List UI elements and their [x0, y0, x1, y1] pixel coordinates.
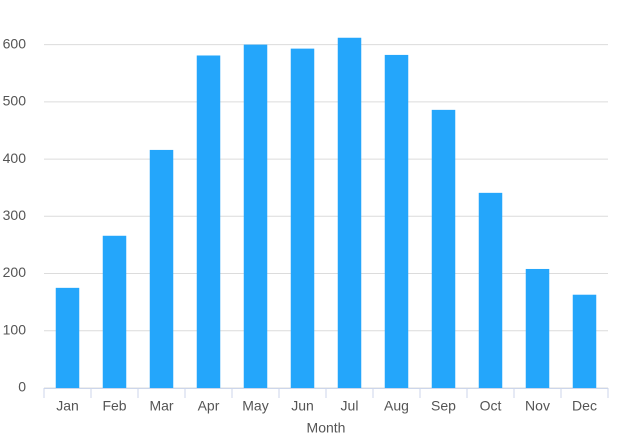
x-tick-label: Jul [341, 398, 359, 414]
bar [55, 287, 80, 388]
x-tick-label: Aug [384, 398, 409, 414]
x-tick-label: Feb [102, 398, 126, 414]
x-tick-label: Sep [431, 398, 456, 414]
bar [337, 37, 362, 389]
bar [572, 294, 597, 388]
y-tick-label: 100 [3, 321, 27, 337]
x-tick-label: Mar [149, 398, 173, 414]
bar [196, 55, 221, 389]
y-tick-label: 400 [3, 150, 27, 166]
bar [290, 48, 315, 388]
bar [384, 54, 409, 388]
x-tick-label: Oct [480, 398, 502, 414]
y-tick-label: 200 [3, 264, 27, 280]
y-tick-label: 0 [18, 379, 26, 395]
y-tick-label: 300 [3, 207, 27, 223]
x-tick-label: Jun [291, 398, 314, 414]
bar [431, 109, 456, 388]
x-tick-label: Dec [572, 398, 597, 414]
x-tick-label: Jan [56, 398, 79, 414]
y-tick-label: 600 [3, 35, 27, 51]
bar [102, 235, 127, 388]
bar [149, 149, 174, 388]
y-tick-label: 500 [3, 93, 27, 109]
bar [478, 192, 503, 388]
x-tick-label: Apr [198, 398, 220, 414]
x-tick-label: May [242, 398, 268, 414]
bar [243, 44, 268, 388]
x-tick-label: Nov [525, 398, 550, 414]
bar [525, 268, 550, 388]
x-axis-title: Month [307, 420, 346, 436]
